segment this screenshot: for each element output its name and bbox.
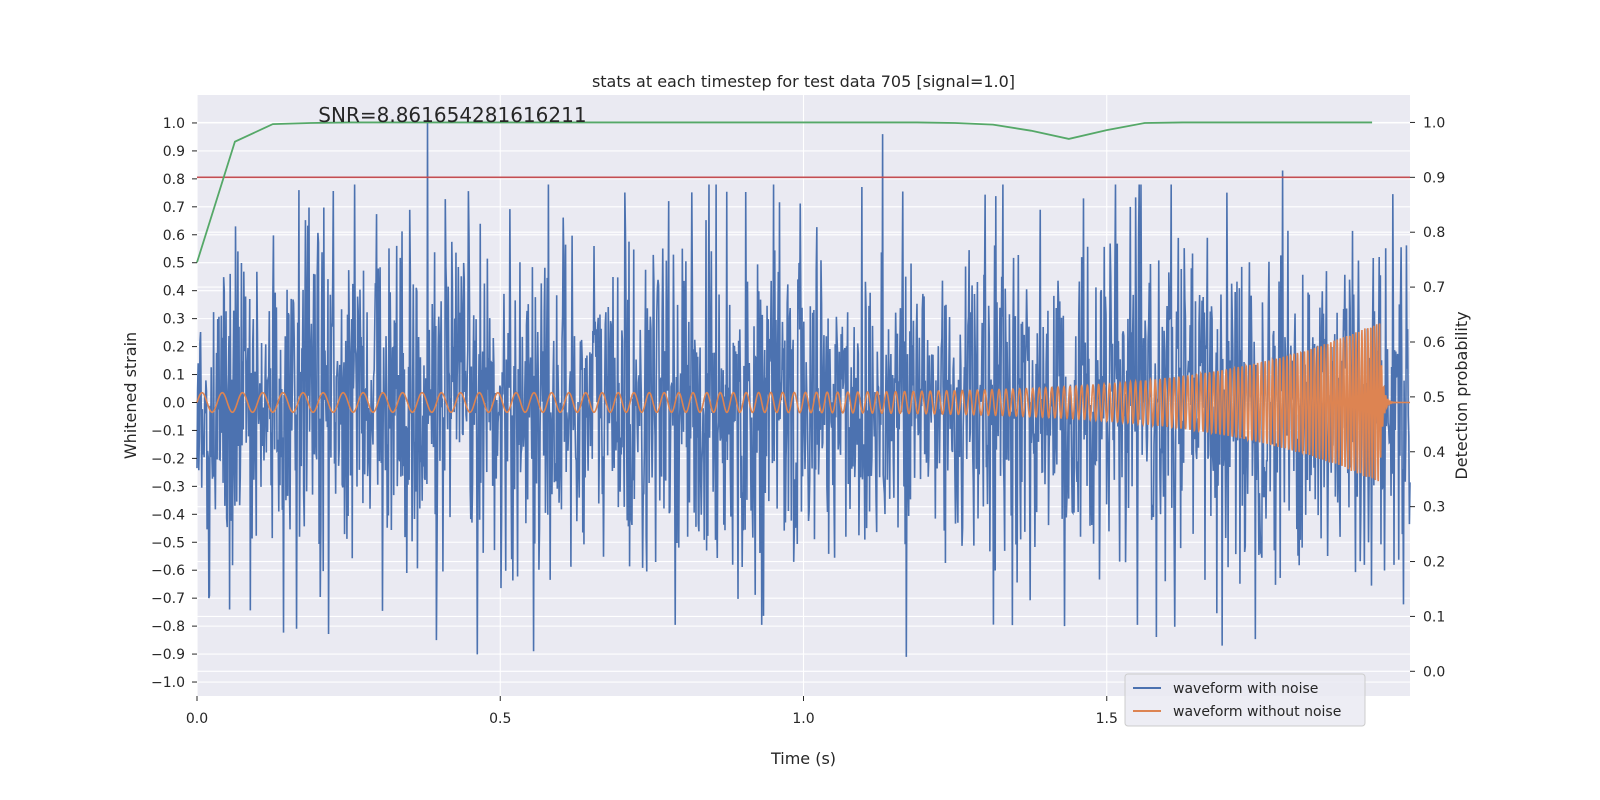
left-tick-label: 0.7 [163,200,185,216]
left-tick-label: 0.0 [163,395,185,411]
left-tick-label: 0.8 [163,172,185,188]
left-tick-label: −0.1 [151,423,185,439]
legend-label-clean: waveform without noise [1173,704,1341,720]
left-tick-label: 0.6 [163,228,185,244]
right-tick-label: 0.3 [1423,500,1445,516]
left-tick-label: −0.5 [151,535,185,551]
right-tick-label: 0.1 [1423,609,1445,625]
right-tick-label: 0.0 [1423,664,1445,680]
left-tick-label: 0.5 [163,256,185,272]
right-tick-label: 0.7 [1423,280,1445,296]
right-tick-label: 1.0 [1423,115,1445,131]
left-tick-label: −0.4 [151,507,185,523]
left-tick-label: 1.0 [163,116,185,132]
x-tick-label: 1.5 [1096,711,1118,727]
x-tick-label: 1.0 [792,711,814,727]
left-tick-label: 0.3 [163,312,185,328]
left-tick-label: −0.3 [151,479,185,495]
left-tick-label: −0.7 [151,591,185,607]
x-axis-label: Time (s) [770,749,836,768]
right-y-axis: 0.0 0.1 0.2 0.3 0.4 0.5 0.6 0.7 0.8 0.9 1.0 [1410,115,1445,680]
right-tick-label: 0.8 [1423,225,1445,241]
legend: waveform with noise waveform without noi… [1124,673,1366,727]
left-tick-label: −0.2 [151,451,185,467]
left-tick-label: −0.8 [151,619,185,635]
series-detection-probability [196,121,1373,263]
left-tick-label: 0.9 [163,144,185,160]
x-axis: 0.0 0.5 1.0 1.5 [186,696,1118,727]
snr-annotation: SNR=8.861654281616211 [318,103,586,127]
legend-box [1124,673,1366,727]
right-tick-label: 0.5 [1423,390,1445,406]
x-tick-label: 0.5 [489,711,511,727]
left-tick-label: −0.6 [151,563,185,579]
right-tick-label: 0.6 [1423,335,1445,351]
y-axis-label: Whitened strain [121,332,140,459]
chart-title: stats at each timestep for test data 705… [592,72,1015,91]
left-tick-label: −1.0 [151,675,185,691]
left-tick-label: 0.2 [163,340,185,356]
series-layer [196,121,1411,657]
left-y-axis: −1.0 −0.9 −0.8 −0.7 −0.6 −0.5 −0.4 −0.3 −0.2 −0.1… [151,116,197,691]
left-tick-label: 0.4 [163,284,185,300]
right-tick-label: 0.4 [1423,445,1445,461]
left-tick-label: 0.1 [163,368,185,384]
series-waveform-without-noise [196,323,1410,482]
right-tick-label: 0.2 [1423,555,1445,571]
right-tick-label: 0.9 [1423,170,1445,186]
x-tick-label: 0.0 [186,711,208,727]
y-axis-label-right: Detection probability [1452,311,1471,479]
left-tick-label: −0.9 [151,647,185,663]
legend-label-noisy: waveform with noise [1173,681,1318,697]
